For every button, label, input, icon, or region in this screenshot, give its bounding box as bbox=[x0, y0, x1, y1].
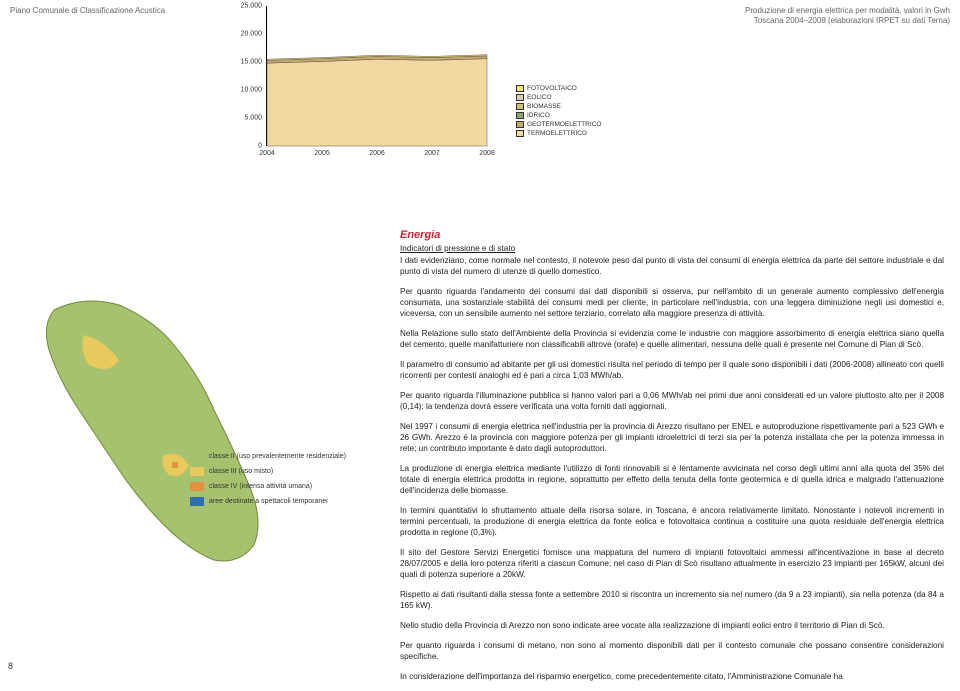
legend-item: IDRICO bbox=[516, 111, 601, 120]
x-tick: 2007 bbox=[424, 150, 440, 157]
map-svg bbox=[24, 290, 294, 590]
page-number: 8 bbox=[8, 661, 13, 671]
legend-label: BIOMASSE bbox=[527, 102, 561, 111]
map-zone-orange bbox=[172, 462, 178, 468]
legend-label: FOTOVOLTAICO bbox=[527, 84, 577, 93]
legend-item: TERMOELETTRICO bbox=[516, 129, 601, 138]
chart-plot: 20042005200620072008 bbox=[266, 6, 486, 146]
map-legend-item: classe II (uso prevalentemente residenzi… bbox=[190, 452, 346, 461]
map-legend-item: classe III (uso misto) bbox=[190, 467, 346, 476]
stacked-area-chart: 20042005200620072008 05.00010.00015.0002… bbox=[236, 6, 496, 166]
paragraph: In termini quantitativi lo sfruttamento … bbox=[400, 505, 944, 538]
map-legend-swatch bbox=[190, 467, 204, 476]
paragraph: Nel 1997 i consumi di energia elettrica … bbox=[400, 421, 944, 454]
section-subtitle: Indicatori di pressione e di stato bbox=[400, 243, 944, 254]
legend-item: EOLICO bbox=[516, 93, 601, 102]
map-legend-item: classe IV (intensa attività umana) bbox=[190, 482, 346, 491]
text-column: Energia Indicatori di pressione e di sta… bbox=[400, 230, 944, 691]
x-tick: 2004 bbox=[259, 150, 275, 157]
paragraph: Per quanto riguarda i consumi di metano,… bbox=[400, 640, 944, 662]
paragraph: Rispetto ai dati risultanti dalla stessa… bbox=[400, 589, 944, 611]
map-legend-label: classe III (uso misto) bbox=[209, 468, 273, 475]
y-tick: 15.000 bbox=[236, 59, 266, 66]
x-tick: 2008 bbox=[479, 150, 495, 157]
paragraph: Il parametro di consumo ad abitante per … bbox=[400, 359, 944, 381]
y-tick: 10.000 bbox=[236, 87, 266, 94]
x-tick: 2006 bbox=[369, 150, 385, 157]
legend-item: BIOMASSE bbox=[516, 102, 601, 111]
header-right-line1: Produzione di energia elettrica per moda… bbox=[745, 6, 950, 16]
y-tick: 25.000 bbox=[236, 3, 266, 10]
legend-label: IDRICO bbox=[527, 111, 550, 120]
legend-label: EOLICO bbox=[527, 93, 552, 102]
map-legend-swatch bbox=[190, 452, 204, 461]
section-title: Energia bbox=[400, 230, 944, 241]
chart-legend: FOTOVOLTAICOEOLICOBIOMASSEIDRICOGEOTERMO… bbox=[516, 84, 601, 138]
y-tick: 0 bbox=[236, 143, 266, 150]
header-right: Produzione di energia elettrica per moda… bbox=[745, 6, 950, 26]
territory-map bbox=[24, 290, 294, 590]
header-left: Piano Comunale di Classificazione Acusti… bbox=[10, 6, 165, 15]
paragraph: Nello studio della Provincia di Arezzo n… bbox=[400, 620, 944, 631]
map-legend-swatch bbox=[190, 497, 204, 506]
x-tick: 2005 bbox=[314, 150, 330, 157]
legend-swatch bbox=[516, 85, 524, 92]
legend-swatch bbox=[516, 130, 524, 137]
paragraph: Nella Relazione sullo stato dell'Ambient… bbox=[400, 328, 944, 350]
legend-item: GEOTERMOELETTRICO bbox=[516, 120, 601, 129]
legend-swatch bbox=[516, 94, 524, 101]
legend-item: FOTOVOLTAICO bbox=[516, 84, 601, 93]
legend-label: TERMOELETTRICO bbox=[527, 129, 587, 138]
legend-swatch bbox=[516, 121, 524, 128]
map-legend-label: classe IV (intensa attività umana) bbox=[209, 483, 312, 490]
map-legend-item: aree destinate a spettacoli temporanei bbox=[190, 497, 346, 506]
legend-swatch bbox=[516, 103, 524, 110]
map-legend-label: classe II (uso prevalentemente residenzi… bbox=[209, 453, 346, 460]
map-legend: classe II (uso prevalentemente residenzi… bbox=[190, 452, 346, 512]
paragraph: La produzione di energia elettrica media… bbox=[400, 463, 944, 496]
map-legend-label: aree destinate a spettacoli temporanei bbox=[209, 498, 328, 505]
y-tick: 5.000 bbox=[236, 115, 266, 122]
map-legend-swatch bbox=[190, 482, 204, 491]
y-tick: 20.000 bbox=[236, 31, 266, 38]
paragraph: I dati evidenziano, come normale nel con… bbox=[400, 255, 944, 277]
legend-swatch bbox=[516, 112, 524, 119]
paragraph: Per quanto riguarda l'andamento dei cons… bbox=[400, 286, 944, 319]
map-outline bbox=[46, 301, 258, 561]
legend-label: GEOTERMOELETTRICO bbox=[527, 120, 601, 129]
paragraph: Per quanto riguarda l'illuminazione pubb… bbox=[400, 390, 944, 412]
header-right-line2: Toscana 2004–2008 (elaborazioni IRPET su… bbox=[745, 16, 950, 26]
paragraph: Il sito del Gestore Servizi Energetici f… bbox=[400, 547, 944, 580]
